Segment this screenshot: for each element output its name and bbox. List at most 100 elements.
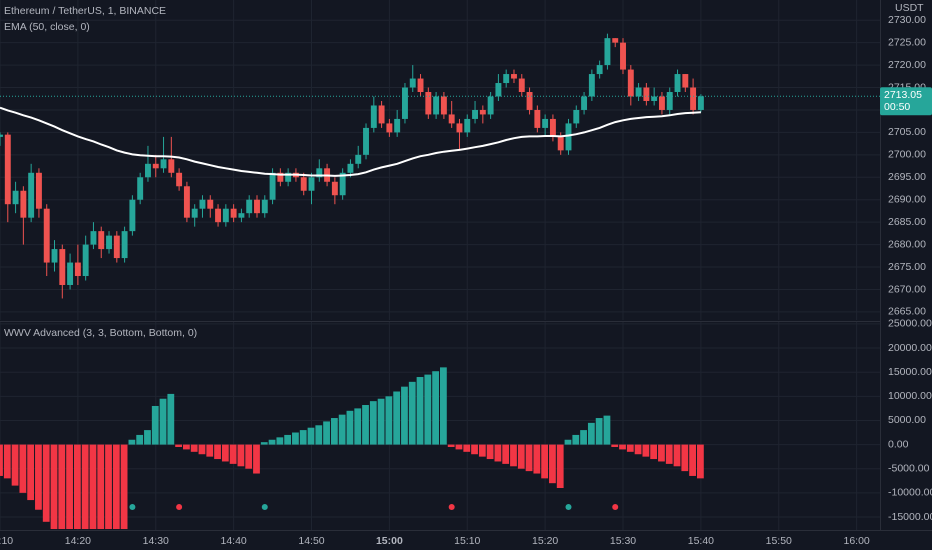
histogram-bar [362, 405, 369, 445]
histogram-bar [214, 444, 221, 460]
candle-body [643, 87, 650, 101]
candle-body [316, 168, 323, 178]
x-tick-label: 14:20 [65, 535, 91, 547]
histogram-bar [97, 444, 105, 530]
candle-body [588, 74, 595, 97]
histogram-bar [595, 418, 603, 445]
candle-body [285, 172, 292, 182]
candle-body [386, 123, 393, 133]
candle-body [355, 154, 362, 164]
histogram-bar [471, 444, 478, 455]
signal-dot [612, 504, 619, 510]
y-tick-label: 10000.00 [888, 390, 932, 402]
histogram-bar [299, 430, 307, 445]
y-tick-label: 0.00 [888, 438, 909, 450]
histogram-bar [315, 425, 323, 445]
histogram-bar [408, 381, 416, 445]
y-tick-label: 2665.00 [888, 306, 926, 318]
histogram-bar [510, 444, 517, 467]
histogram-bar [696, 444, 704, 479]
candle-body [604, 38, 611, 66]
histogram-bar [533, 444, 541, 474]
candle-body [526, 92, 533, 110]
candle-body [627, 69, 634, 97]
histogram-bar [183, 444, 190, 450]
candle-body [479, 109, 486, 115]
candle-body [542, 118, 549, 128]
candle-body [43, 208, 50, 263]
histogram-bar [369, 401, 377, 445]
histogram-bar [541, 444, 549, 479]
histogram-bar [144, 430, 151, 445]
y-tick-label: 2725.00 [888, 36, 926, 48]
histogram-bar [221, 444, 229, 462]
y-tick-label: 2680.00 [888, 238, 926, 250]
candle-body [145, 163, 151, 178]
histogram-bar [27, 444, 35, 501]
histogram-bar [572, 434, 580, 445]
signal-dot [261, 504, 268, 510]
histogram-bar [440, 367, 447, 445]
candle-body [394, 118, 401, 133]
candle-body [620, 42, 626, 70]
histogram-bar [486, 444, 494, 460]
candle-body [121, 231, 128, 259]
legend-entry: EMA (50, close, 0) [4, 21, 90, 33]
candle-body [331, 181, 338, 196]
histogram-bar [11, 444, 19, 486]
candle-body [308, 177, 315, 191]
candle-body [690, 87, 697, 110]
candle-body [433, 96, 440, 115]
histogram-bar [385, 396, 393, 445]
y-tick-label: 15000.00 [888, 366, 932, 378]
y-tick-label: 2675.00 [888, 261, 926, 273]
histogram-bar [307, 427, 315, 445]
candle-body [254, 199, 260, 214]
candle-body [472, 109, 479, 119]
candle-body [596, 65, 603, 75]
histogram-bar [502, 444, 510, 464]
histogram-bar [81, 444, 89, 530]
histogram-bar [564, 439, 572, 445]
y-tick-label: 2700.00 [888, 149, 926, 161]
candle-body [378, 105, 385, 124]
histogram-bar [206, 444, 214, 457]
histogram-bar [292, 432, 299, 445]
candle-body [674, 74, 681, 93]
histogram-bar [478, 444, 486, 457]
candle-body [417, 78, 424, 93]
last-price-label: 2713.05 [884, 89, 922, 101]
histogram-bar [517, 444, 525, 469]
y-tick-label: 2730.00 [888, 14, 926, 26]
histogram-bar [50, 444, 58, 530]
histogram-bar [330, 418, 338, 445]
candle-body [697, 96, 704, 110]
candle-body [246, 199, 253, 214]
histogram-bar [556, 444, 564, 489]
histogram-bar [549, 444, 556, 484]
candle-body [666, 92, 673, 110]
histogram-bar [650, 444, 658, 460]
y-tick-label: -15000.00 [888, 511, 932, 523]
y-tick-label: 20000.00 [888, 342, 932, 354]
histogram-bar [276, 437, 284, 445]
x-tick-label: 15:10 [454, 535, 480, 547]
candle-body [651, 96, 658, 101]
candle-body [28, 172, 35, 218]
histogram-bar [253, 444, 260, 474]
candle-body [82, 244, 89, 277]
candle-body [503, 74, 510, 84]
candle-body [277, 172, 284, 182]
candle-body [511, 74, 517, 79]
candle-body [682, 74, 689, 88]
histogram-bar [626, 444, 634, 452]
histogram-bar [136, 434, 144, 445]
histogram-bar [494, 444, 502, 462]
marks [0, 33, 880, 530]
candle-body [573, 109, 580, 124]
countdown-label: 00:50 [884, 101, 910, 113]
candle-body [74, 262, 81, 277]
candle-body [90, 231, 97, 245]
y-tick-label: 25000.00 [888, 318, 932, 330]
